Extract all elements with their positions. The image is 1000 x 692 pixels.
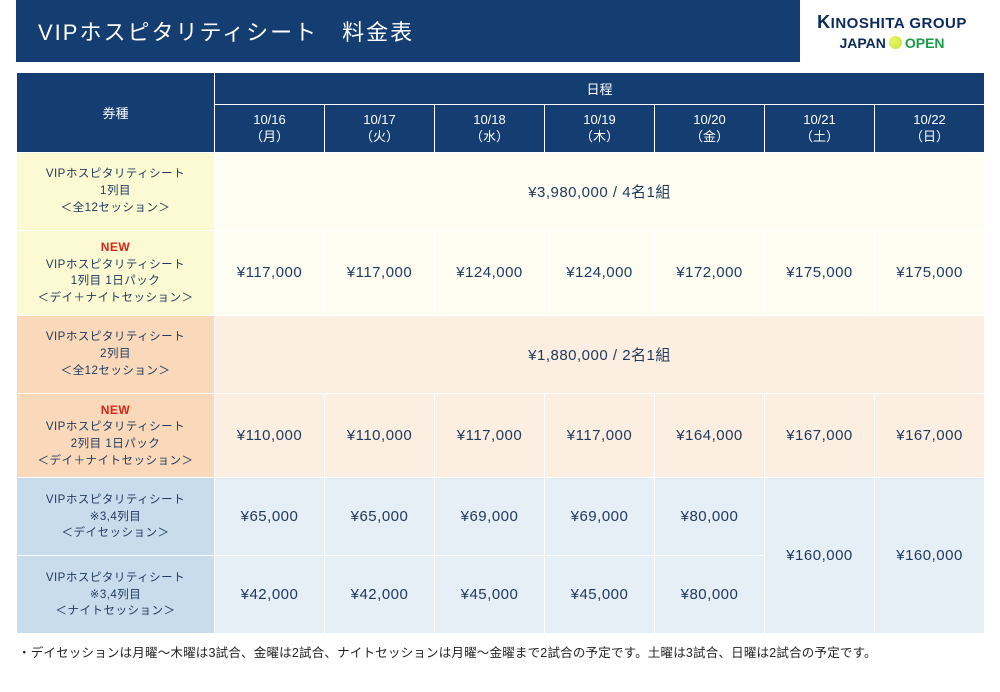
price-cell: ¥42,000 (325, 556, 435, 634)
th-ticket-type: 券種 (17, 73, 215, 153)
logo-line-1: KINOSHITA GROUP (817, 12, 967, 33)
price-cell: ¥80,000 (655, 556, 765, 634)
th-day: 10/20（金） (655, 105, 765, 153)
price-cell: ¥65,000 (215, 478, 325, 556)
table-head: 券種 日程 10/16（月） 10/17（火） 10/18（水） 10/19（木… (17, 73, 985, 153)
price-cell: ¥124,000 (545, 231, 655, 316)
th-schedule: 日程 (215, 73, 985, 105)
ticket-label: VIPホスピタリティシート1列目＜全12セッション＞ (17, 153, 215, 231)
ticket-label: VIPホスピタリティシート※3,4列目＜デイセッション＞ (17, 478, 215, 556)
price-cell: ¥42,000 (215, 556, 325, 634)
th-day: 10/19（木） (545, 105, 655, 153)
price-cell: ¥172,000 (655, 231, 765, 316)
th-day: 10/22（日） (875, 105, 985, 153)
price-cell: ¥1,880,000 / 2名1組 (215, 315, 985, 393)
price-cell: ¥69,000 (435, 478, 545, 556)
price-cell: ¥117,000 (215, 231, 325, 316)
ticket-label: NEW VIPホスピタリティシート1列目 1日パック＜デイ＋ナイトセッション＞ (17, 231, 215, 316)
price-cell: ¥110,000 (215, 393, 325, 478)
logo-open: OPEN (905, 35, 945, 51)
price-cell: ¥65,000 (325, 478, 435, 556)
ticket-label: VIPホスピタリティシート2列目＜全12セッション＞ (17, 315, 215, 393)
logo-line-2: JAPAN OPEN (839, 35, 944, 51)
price-cell: ¥117,000 (545, 393, 655, 478)
price-cell: ¥45,000 (545, 556, 655, 634)
th-day: 10/18（水） (435, 105, 545, 153)
footnote: ・デイセッションは月曜～木曜は3試合、金曜は2試合、ナイトセッションは月曜～金曜… (0, 634, 1000, 661)
title-bar: VIPホスピタリティシート 料金表 (16, 0, 800, 62)
sponsor-logo: KINOSHITA GROUP JAPAN OPEN (800, 0, 984, 62)
ticket-label: VIPホスピタリティシート※3,4列目＜ナイトセッション＞ (17, 556, 215, 634)
logo-rest: INOSHITA GROUP (831, 15, 967, 32)
price-cell: ¥175,000 (765, 231, 875, 316)
th-day: 10/21（土） (765, 105, 875, 153)
table-row: VIPホスピタリティシート※3,4列目＜デイセッション＞ ¥65,000 ¥65… (17, 478, 985, 556)
price-cell: ¥80,000 (655, 478, 765, 556)
price-cell: ¥160,000 (765, 478, 875, 634)
price-cell: ¥175,000 (875, 231, 985, 316)
price-cell: ¥167,000 (765, 393, 875, 478)
price-table-container: 券種 日程 10/16（月） 10/17（火） 10/18（水） 10/19（木… (0, 62, 1000, 634)
price-cell: ¥117,000 (435, 393, 545, 478)
table-row: VIPホスピタリティシート2列目＜全12セッション＞ ¥1,880,000 / … (17, 315, 985, 393)
table-row: NEW VIPホスピタリティシート2列目 1日パック＜デイ＋ナイトセッション＞ … (17, 393, 985, 478)
page-title: VIPホスピタリティシート 料金表 (38, 15, 414, 47)
price-cell: ¥167,000 (875, 393, 985, 478)
new-badge: NEW (101, 240, 131, 254)
th-day: 10/17（火） (325, 105, 435, 153)
tennis-ball-icon (889, 36, 902, 49)
page-header: VIPホスピタリティシート 料金表 KINOSHITA GROUP JAPAN O… (16, 0, 984, 62)
price-table: 券種 日程 10/16（月） 10/17（火） 10/18（水） 10/19（木… (16, 72, 985, 634)
price-cell: ¥124,000 (435, 231, 545, 316)
price-cell: ¥3,980,000 / 4名1組 (215, 153, 985, 231)
price-cell: ¥117,000 (325, 231, 435, 316)
new-badge: NEW (101, 403, 131, 417)
table-row: NEW VIPホスピタリティシート1列目 1日パック＜デイ＋ナイトセッション＞ … (17, 231, 985, 316)
price-cell: ¥110,000 (325, 393, 435, 478)
price-cell: ¥45,000 (435, 556, 545, 634)
table-row: VIPホスピタリティシート1列目＜全12セッション＞ ¥3,980,000 / … (17, 153, 985, 231)
price-cell: ¥69,000 (545, 478, 655, 556)
price-cell: ¥164,000 (655, 393, 765, 478)
price-cell: ¥160,000 (875, 478, 985, 634)
ticket-label: NEW VIPホスピタリティシート2列目 1日パック＜デイ＋ナイトセッション＞ (17, 393, 215, 478)
logo-k: K (817, 12, 831, 32)
th-day: 10/16（月） (215, 105, 325, 153)
logo-japan: JAPAN (839, 35, 885, 51)
